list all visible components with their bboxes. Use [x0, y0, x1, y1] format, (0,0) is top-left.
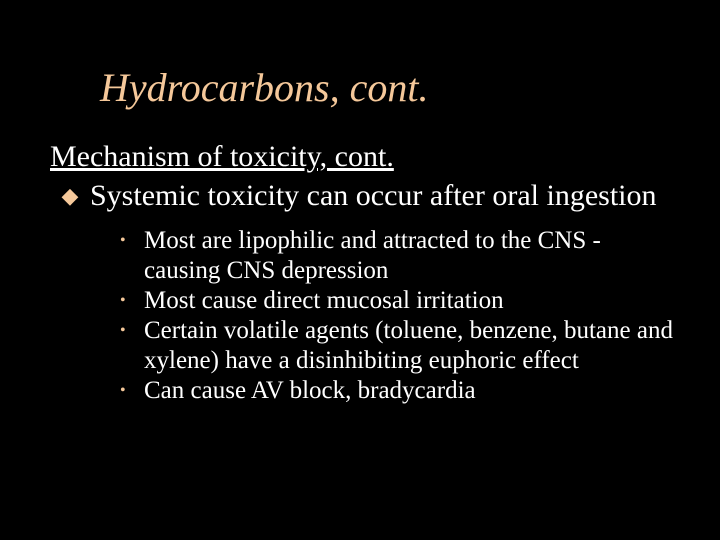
level1-list: ◆ Systemic toxicity can occur after oral… [50, 178, 690, 214]
dot-bullet-icon: • [120, 286, 144, 316]
level2-item: • Can cause AV block, bradycardia [120, 376, 680, 406]
level2-text: Most are lipophilic and attracted to the… [144, 226, 680, 286]
level1-item: ◆ Systemic toxicity can occur after oral… [50, 178, 690, 214]
diamond-bullet-icon: ◆ [50, 178, 90, 214]
dot-bullet-icon: • [120, 226, 144, 256]
slide-subtitle: Mechanism of toxicity, cont. [50, 140, 394, 174]
level2-text: Most cause direct mucosal irritation [144, 286, 504, 316]
level2-item: • Certain volatile agents (toluene, benz… [120, 316, 680, 376]
level2-item: • Most are lipophilic and attracted to t… [120, 226, 680, 286]
level2-text: Certain volatile agents (toluene, benzen… [144, 316, 680, 376]
level2-text: Can cause AV block, bradycardia [144, 376, 476, 406]
level1-text: Systemic toxicity can occur after oral i… [90, 178, 656, 214]
dot-bullet-icon: • [120, 376, 144, 406]
level2-list: • Most are lipophilic and attracted to t… [120, 226, 680, 406]
slide: Hydrocarbons, cont. Mechanism of toxicit… [0, 0, 720, 540]
slide-title: Hydrocarbons, cont. [100, 64, 428, 111]
level2-item: • Most cause direct mucosal irritation [120, 286, 680, 316]
dot-bullet-icon: • [120, 316, 144, 346]
